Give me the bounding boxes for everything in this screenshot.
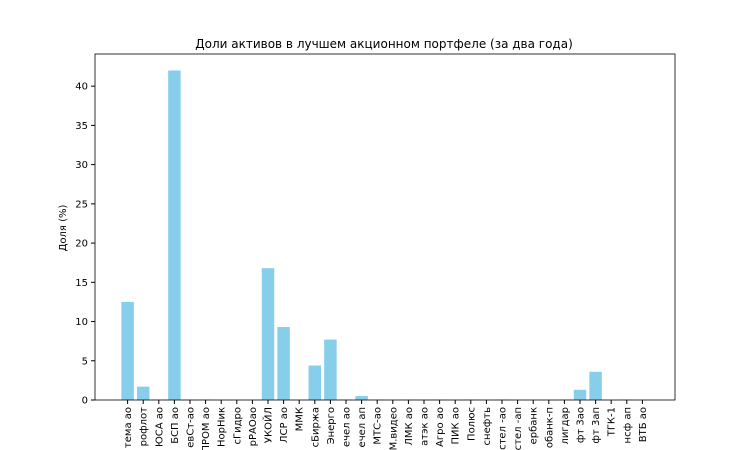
x-tick-label: стел -ао xyxy=(497,407,508,450)
bar xyxy=(308,365,322,400)
bar xyxy=(261,268,275,400)
x-tick-label: Энерго xyxy=(326,407,337,444)
y-tick-label: 25 xyxy=(75,199,88,210)
x-tick-label: стел -ап xyxy=(513,407,524,450)
x-tick-label: ММК xyxy=(295,407,306,431)
x-tick-label: фт 3ап xyxy=(591,407,602,444)
x-tick-label: ЮСА ао xyxy=(154,407,165,447)
x-tick-label: атэк ао xyxy=(419,407,430,446)
y-tick-label: 10 xyxy=(75,317,88,328)
bar xyxy=(121,301,134,400)
x-tick-label: ТГК-1 xyxy=(607,407,618,437)
y-tick-label: 35 xyxy=(75,121,88,132)
x-tick-label: нсф ап xyxy=(622,407,633,443)
y-axis-label: Доля (%) xyxy=(58,204,69,251)
x-tick-label: БСП ао xyxy=(170,407,181,444)
y-tick-label: 5 xyxy=(82,356,88,367)
x-tick-label: Полюс xyxy=(466,407,477,441)
x-tick-label: сГидро xyxy=(232,407,243,444)
x-tick-label: фт 3ао xyxy=(575,407,586,443)
bar xyxy=(277,327,290,400)
bar xyxy=(589,371,602,400)
bar xyxy=(136,386,150,400)
y-tick-label: 15 xyxy=(75,278,88,289)
x-tick-label: УКОЙЛ xyxy=(262,407,275,443)
x-tick-label: ечел ао xyxy=(342,407,353,447)
x-tick-label: рРАОао xyxy=(248,407,259,446)
x-tick-label: обанк-п xyxy=(544,407,555,448)
x-tick-label: снефть xyxy=(482,407,493,446)
y-tick-label: 0 xyxy=(82,396,88,407)
x-tick-label: евСт-ао xyxy=(186,407,197,448)
x-tick-label: тема ао xyxy=(123,407,134,448)
y-tick-label: 30 xyxy=(75,160,88,171)
x-tick-label: ПРОМ ао xyxy=(201,407,212,450)
x-tick-label: сБиржа xyxy=(310,407,321,447)
x-tick-label: лигдар xyxy=(560,407,571,445)
x-tick-label: Агро ао xyxy=(435,407,446,447)
x-tick-label: НорНик xyxy=(217,407,228,447)
bar xyxy=(355,396,368,400)
y-tick-label: 20 xyxy=(75,239,88,250)
x-tick-label: ЛСР ао xyxy=(279,407,290,443)
x-tick-label: рофлот xyxy=(139,407,150,447)
x-tick-label: МТС-ао xyxy=(373,407,384,445)
x-tick-label: ВТБ ао xyxy=(638,407,649,442)
bar xyxy=(168,70,181,400)
plot-frame xyxy=(94,53,676,401)
bar xyxy=(573,389,587,400)
x-tick-label: ПИК ао xyxy=(451,407,462,445)
bar xyxy=(324,339,337,400)
x-tick-label: ЛМК ао xyxy=(404,407,415,446)
x-tick-label: М.видео xyxy=(388,407,399,450)
y-tick-label: 40 xyxy=(75,82,88,93)
x-tick-label: ечел ап xyxy=(357,407,368,447)
chart-title: Доли активов в лучшем акционном портфеле… xyxy=(195,37,573,51)
x-tick-label: ербанк xyxy=(529,407,540,444)
